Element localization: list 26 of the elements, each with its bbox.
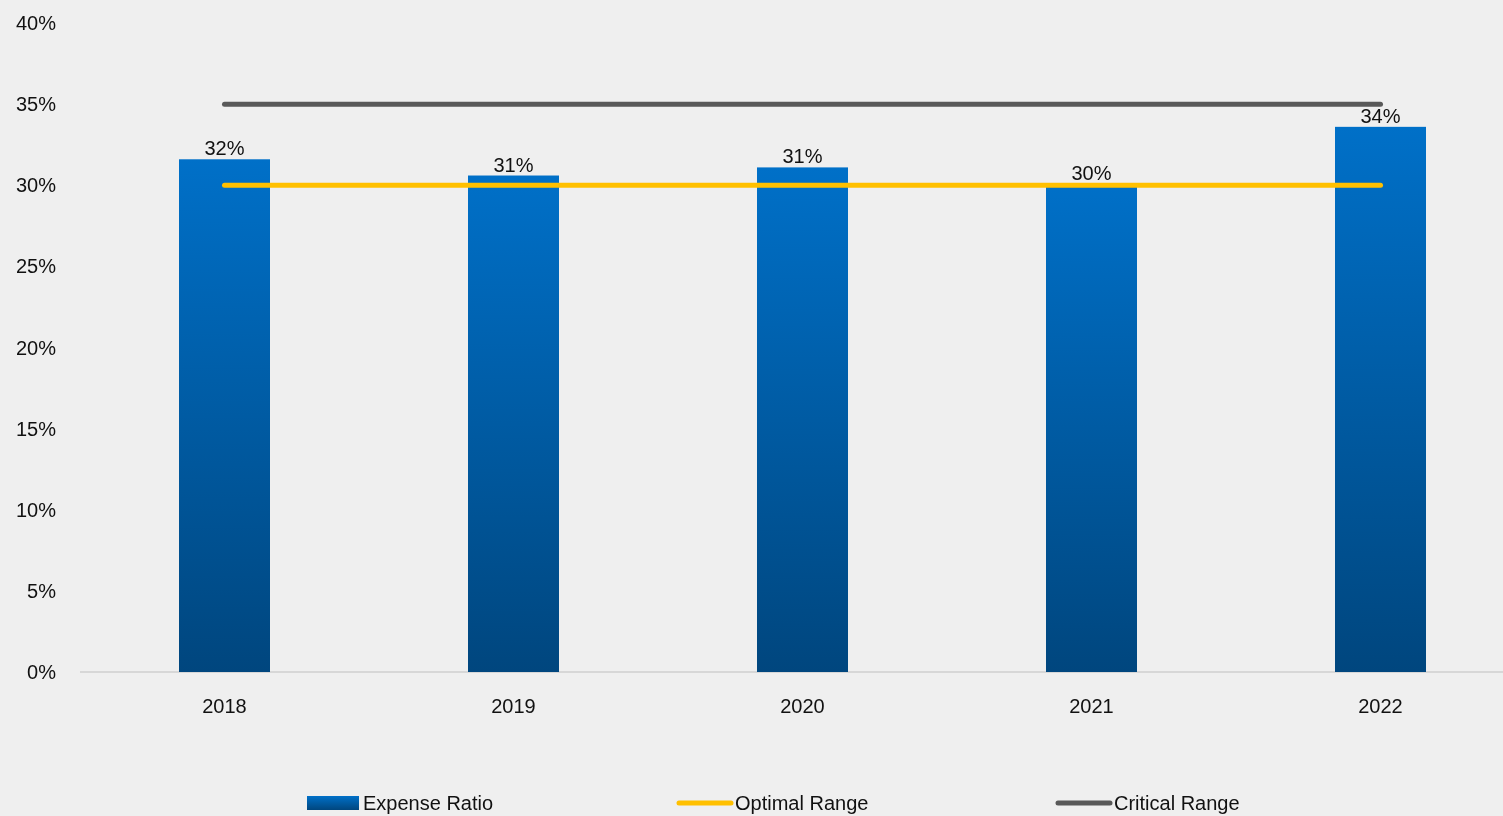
x-tick-label: 2022 (1358, 695, 1403, 717)
bar (757, 167, 848, 672)
x-tick-label: 2021 (1069, 695, 1114, 717)
data-label: 34% (1360, 104, 1401, 127)
legend-label: Critical Range (1114, 792, 1240, 814)
data-label: 30% (1071, 161, 1112, 184)
x-tick-label: 2018 (202, 695, 247, 717)
data-label: 31% (782, 145, 823, 168)
x-tick-label: 2020 (780, 695, 825, 717)
bar (1335, 126, 1426, 672)
legend-label: Optimal Range (735, 792, 869, 814)
bar (179, 159, 270, 672)
legend-label: Expense Ratio (363, 792, 494, 814)
data-label: 31% (493, 153, 534, 176)
y-tick-label: 25% (15, 255, 57, 278)
y-tick-label: 5% (27, 579, 57, 602)
y-tick-label: 40% (15, 12, 57, 34)
y-tick-label: 35% (15, 93, 57, 116)
y-tick-label: 20% (15, 336, 57, 359)
y-tick-label: 10% (15, 498, 57, 521)
data-label: 32% (204, 137, 245, 160)
y-tick-label: 15% (15, 417, 57, 440)
bar (468, 175, 559, 672)
y-tick-label: 0% (27, 661, 57, 683)
y-tick-label: 30% (15, 174, 57, 197)
x-tick-label: 2019 (491, 695, 536, 717)
